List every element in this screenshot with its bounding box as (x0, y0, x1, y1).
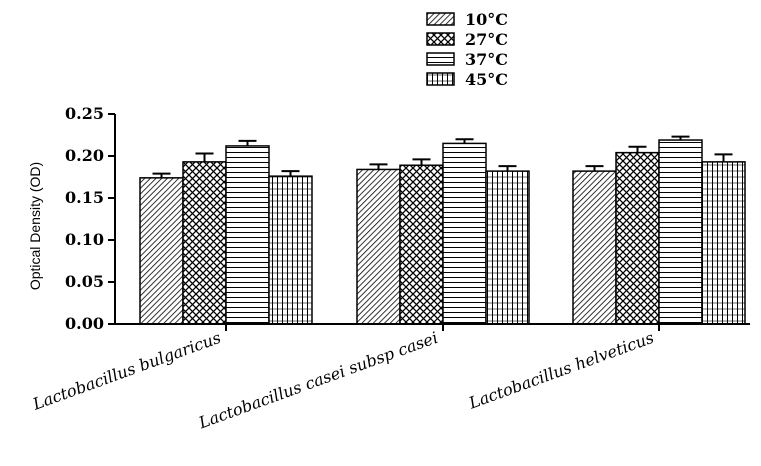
bar-group (356, 138, 530, 325)
y-axis-label: Optical Density (OD) (27, 162, 43, 290)
legend-item: 37°C (426, 50, 508, 69)
y-tick-label: 0.10 (65, 230, 104, 249)
legend-swatch (426, 52, 455, 66)
y-tick-label: 0.25 (65, 104, 104, 123)
legend: 10°C27°C37°C45°C (426, 10, 508, 89)
bar (356, 168, 401, 325)
bar (572, 170, 617, 325)
legend-label: 27°C (465, 30, 508, 49)
y-tick-label: 0.00 (65, 314, 104, 333)
legend-item: 27°C (426, 30, 508, 49)
bar (701, 161, 746, 325)
bar-groups (139, 135, 746, 325)
bar (139, 177, 184, 325)
bar (442, 142, 487, 325)
legend-label: 45°C (465, 70, 508, 89)
bar (615, 151, 660, 325)
x-tick-label: Lactobacillus casei subsp casei (195, 328, 440, 433)
legend-swatch (426, 72, 455, 86)
y-axis: 0.00 0.05 0.10 0.15 0.20 0.25 (65, 104, 116, 333)
legend-swatch (426, 32, 455, 46)
x-tick-label: Lactobacillus helveticus (465, 328, 656, 413)
x-tick-label: Lactobacillus bulgaricus (29, 328, 223, 414)
bar-group (572, 135, 746, 325)
y-tick-label: 0.20 (65, 146, 104, 165)
legend-label: 37°C (465, 50, 508, 69)
legend-item: 10°C (426, 10, 508, 29)
bar (182, 161, 227, 325)
legend-swatch (426, 12, 455, 26)
bar (658, 139, 703, 325)
legend-label: 10°C (465, 10, 508, 29)
bar (225, 145, 270, 325)
bar (485, 170, 530, 325)
bar (399, 164, 444, 325)
legend-item: 45°C (426, 70, 508, 89)
y-tick-label: 0.05 (65, 272, 104, 291)
bar (268, 175, 313, 325)
y-tick-label: 0.15 (65, 188, 104, 207)
bar-group (139, 139, 313, 325)
